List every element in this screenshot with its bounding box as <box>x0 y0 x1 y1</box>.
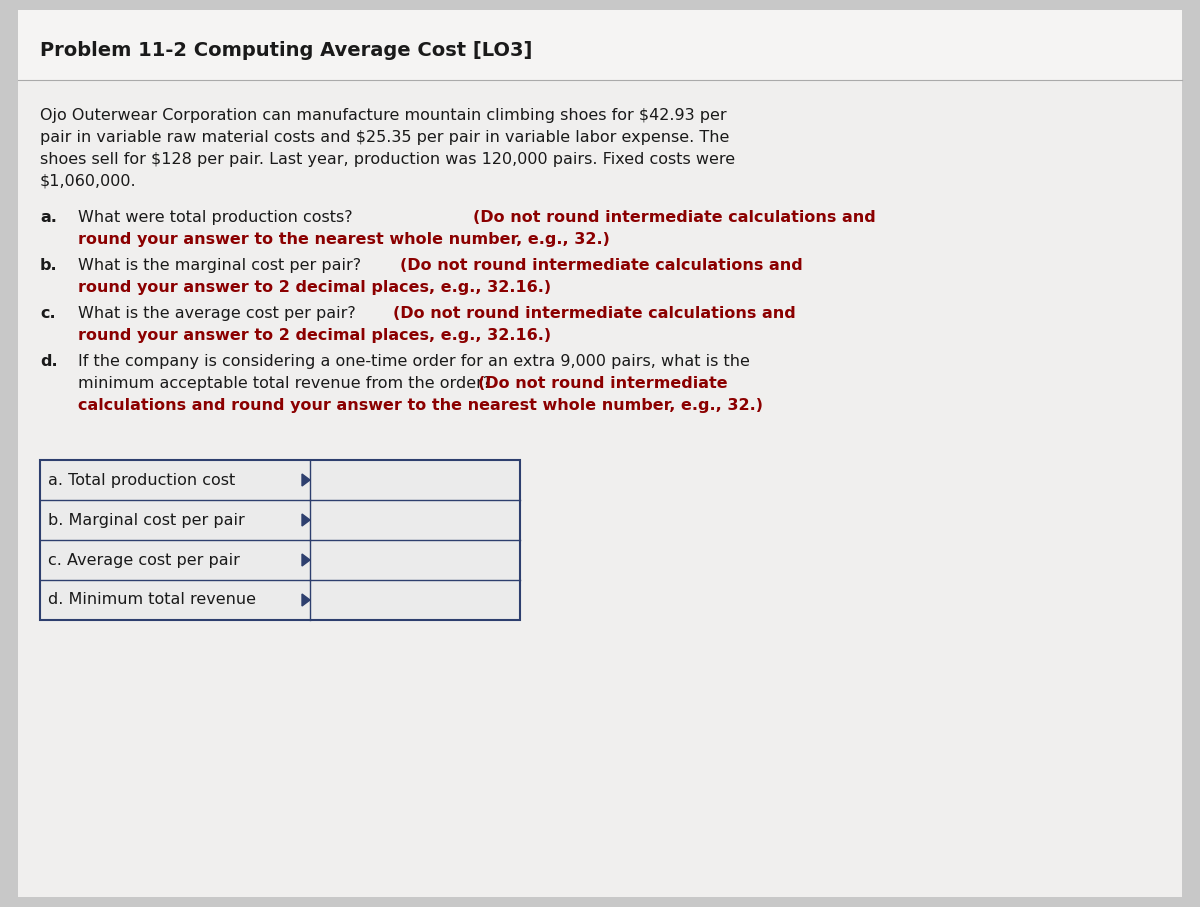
Text: (Do not round intermediate calculations and: (Do not round intermediate calculations … <box>400 258 803 273</box>
Text: d.: d. <box>40 354 58 369</box>
Text: If the company is considering a one-time order for an extra 9,000 pairs, what is: If the company is considering a one-time… <box>78 354 750 369</box>
Text: c. Average cost per pair: c. Average cost per pair <box>48 552 240 568</box>
Polygon shape <box>302 554 310 566</box>
Polygon shape <box>302 474 310 486</box>
Bar <box>18 10 1182 80</box>
Text: (Do not round intermediate calculations and: (Do not round intermediate calculations … <box>394 306 796 321</box>
Text: a.: a. <box>40 210 56 225</box>
Polygon shape <box>302 514 310 526</box>
Text: d. Minimum total revenue: d. Minimum total revenue <box>48 592 256 608</box>
Text: b.: b. <box>40 258 58 273</box>
Polygon shape <box>302 594 310 606</box>
Text: round your answer to 2 decimal places, e.g., 32.16.): round your answer to 2 decimal places, e… <box>78 328 551 343</box>
Text: calculations and round your answer to the nearest whole number, e.g., 32.): calculations and round your answer to th… <box>78 398 763 413</box>
Text: pair in variable raw material costs and $25.35 per pair in variable labor expens: pair in variable raw material costs and … <box>40 130 730 145</box>
Text: Ojo Outerwear Corporation can manufacture mountain climbing shoes for $42.93 per: Ojo Outerwear Corporation can manufactur… <box>40 108 727 123</box>
Text: c.: c. <box>40 306 55 321</box>
Text: $1,060,000.: $1,060,000. <box>40 174 137 189</box>
Text: a. Total production cost: a. Total production cost <box>48 473 235 487</box>
Text: b. Marginal cost per pair: b. Marginal cost per pair <box>48 512 245 528</box>
Text: What were total production costs?: What were total production costs? <box>78 210 358 225</box>
Text: What is the average cost per pair?: What is the average cost per pair? <box>78 306 361 321</box>
Bar <box>40 460 520 620</box>
Text: shoes sell for $128 per pair. Last year, production was 120,000 pairs. Fixed cos: shoes sell for $128 per pair. Last year,… <box>40 152 736 167</box>
Text: Problem 11-2 Computing Average Cost [LO3]: Problem 11-2 Computing Average Cost [LO3… <box>40 41 533 60</box>
Text: (Do not round intermediate calculations and: (Do not round intermediate calculations … <box>473 210 876 225</box>
Text: minimum acceptable total revenue from the order?: minimum acceptable total revenue from th… <box>78 376 497 391</box>
Text: round your answer to the nearest whole number, e.g., 32.): round your answer to the nearest whole n… <box>78 232 610 247</box>
Text: What is the marginal cost per pair?: What is the marginal cost per pair? <box>78 258 366 273</box>
Text: (Do not round intermediate: (Do not round intermediate <box>478 376 727 391</box>
Text: round your answer to 2 decimal places, e.g., 32.16.): round your answer to 2 decimal places, e… <box>78 280 551 295</box>
